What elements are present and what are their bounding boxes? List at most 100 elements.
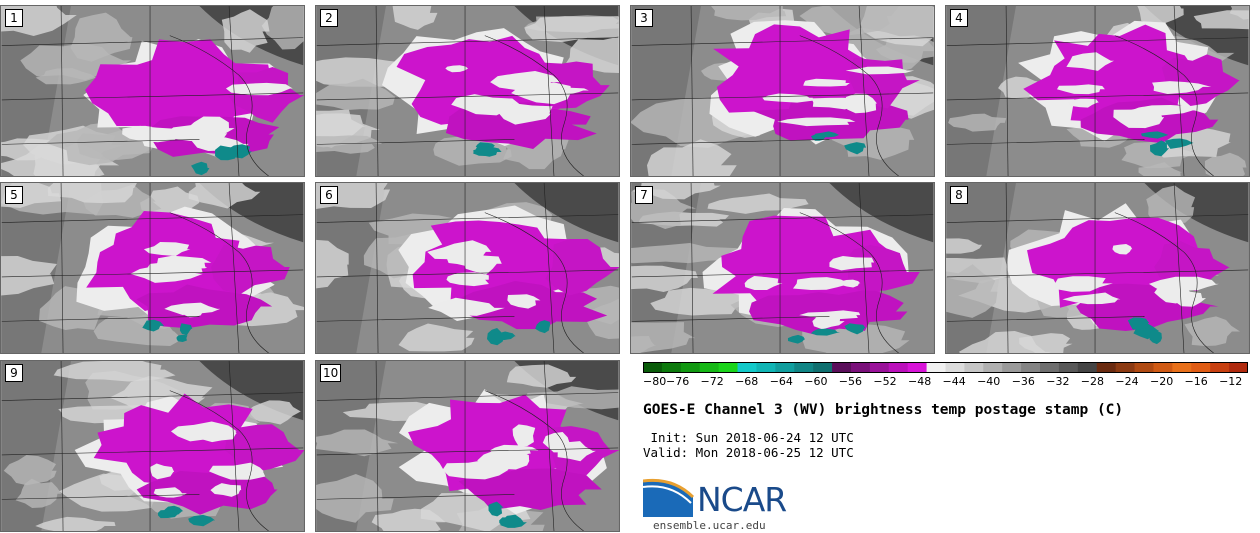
- colorbar-swatch: [1077, 362, 1098, 373]
- colorbar-tick-label: −64: [770, 375, 793, 386]
- colorbar-swatch: [699, 362, 720, 373]
- cold-cloud-top: [545, 238, 619, 296]
- dry-air-region: [1095, 183, 1249, 243]
- colorbar-tick-label: −80: [643, 375, 666, 386]
- clear-slot: [150, 463, 175, 480]
- wv-map-8: [946, 183, 1249, 353]
- clear-slot: [792, 277, 851, 290]
- state-borders: [1, 361, 304, 531]
- colorbar-swatch: [661, 362, 682, 373]
- wv-map-2: [316, 6, 619, 176]
- colorbar-swatch: [775, 362, 795, 373]
- clear-slot: [507, 294, 541, 309]
- clear-slot: [164, 302, 221, 315]
- dry-air-region: [946, 6, 1016, 176]
- state-borders: [316, 361, 619, 531]
- panel-number: 8: [950, 186, 968, 204]
- moist-region: [261, 6, 304, 50]
- moist-region: [646, 139, 737, 176]
- moist-region: [710, 6, 787, 21]
- stamp-panel-8: 8: [945, 182, 1250, 354]
- colorbar-swatch: [832, 362, 852, 373]
- clear-slot: [1113, 107, 1165, 129]
- colorbar-swatch: [756, 362, 776, 373]
- moist-region: [799, 6, 900, 37]
- colorbar-swatch: [1191, 362, 1211, 373]
- clear-slot: [163, 131, 221, 138]
- clear-slot: [428, 297, 505, 316]
- clear-slot: [210, 483, 242, 497]
- panel-number: 10: [320, 364, 342, 382]
- moist-region: [1146, 185, 1196, 229]
- moist-region: [35, 516, 116, 531]
- panel-number: 6: [320, 186, 338, 204]
- panel-number: 2: [320, 9, 338, 27]
- colorbar-swatch: [1058, 362, 1079, 373]
- moist-region: [188, 183, 261, 209]
- coldest-cloud-top: [188, 514, 216, 527]
- wv-map-10: [316, 361, 619, 531]
- colorbar-swatch: [813, 362, 833, 373]
- website-url: ensemble.ucar.edu: [653, 519, 766, 532]
- state-borders: [631, 6, 934, 176]
- moist-region: [1193, 10, 1249, 30]
- clear-slot: [829, 255, 875, 271]
- colorbar-swatch: [1229, 362, 1248, 373]
- state-borders: [946, 183, 1249, 353]
- clear-slot: [1152, 81, 1212, 94]
- moist-region: [221, 9, 270, 53]
- state-borders: [316, 183, 619, 353]
- colorbar-tick-label: −56: [839, 375, 862, 386]
- colorbar-swatch: [850, 362, 871, 373]
- clear-slot: [463, 252, 502, 275]
- wv-map-7: [631, 183, 934, 353]
- colorbar-swatch: [1210, 362, 1230, 373]
- clear-slot: [209, 462, 266, 480]
- moist-region: [3, 454, 57, 486]
- colorbar-tick-label: −68: [735, 375, 758, 386]
- coldest-cloud-top: [488, 501, 504, 517]
- colorbar-swatch: [1021, 362, 1041, 373]
- moist-region: [1184, 316, 1241, 346]
- colorbar-swatch: [1153, 362, 1173, 373]
- colorbar-swatch: [1002, 362, 1022, 373]
- colorbar-tick-label: −20: [1150, 375, 1173, 386]
- coldest-cloud-top: [844, 323, 866, 335]
- colorbar-swatch: [680, 362, 701, 373]
- clear-slot: [143, 242, 191, 257]
- coldest-cloud-top: [179, 323, 193, 336]
- stamp-panel-3: 3: [630, 5, 935, 177]
- cold-cloud-top: [713, 24, 892, 120]
- coldest-cloud-top: [499, 517, 522, 527]
- colorbar-swatch: [926, 362, 946, 373]
- colorbar-tick-label: −32: [1046, 375, 1069, 386]
- stamp-panel-7: 7: [630, 182, 935, 354]
- moist-region: [1138, 162, 1183, 176]
- state-borders: [316, 6, 619, 176]
- ncar-logo-icon: [643, 478, 695, 517]
- stamp-panel-6: 6: [315, 182, 620, 354]
- moist-region: [35, 68, 97, 85]
- clear-slot: [499, 103, 553, 125]
- moist-region: [1, 255, 57, 296]
- moist-region: [524, 16, 619, 43]
- colorbar-swatch: [869, 362, 890, 373]
- coldest-cloud-top: [473, 146, 502, 157]
- colorbar-tick-label: −60: [804, 375, 827, 386]
- colorbar-tick-label: −44: [942, 375, 965, 386]
- colorbar-swatch: [1040, 362, 1060, 373]
- colorbar-swatch: [643, 362, 663, 373]
- panel-number: 3: [635, 9, 653, 27]
- clear-slot: [490, 71, 561, 91]
- coldest-cloud-top: [1149, 330, 1163, 345]
- moist-region: [526, 386, 619, 410]
- coldest-cloud-top: [1127, 317, 1150, 330]
- wv-map-3: [631, 6, 934, 176]
- dry-air-region: [1, 361, 71, 531]
- clear-slot: [130, 265, 203, 283]
- coldest-cloud-top: [810, 133, 826, 141]
- clear-slot: [446, 272, 489, 287]
- state-borders: [1, 6, 304, 176]
- moist-region: [316, 78, 396, 111]
- moist-region: [631, 336, 657, 353]
